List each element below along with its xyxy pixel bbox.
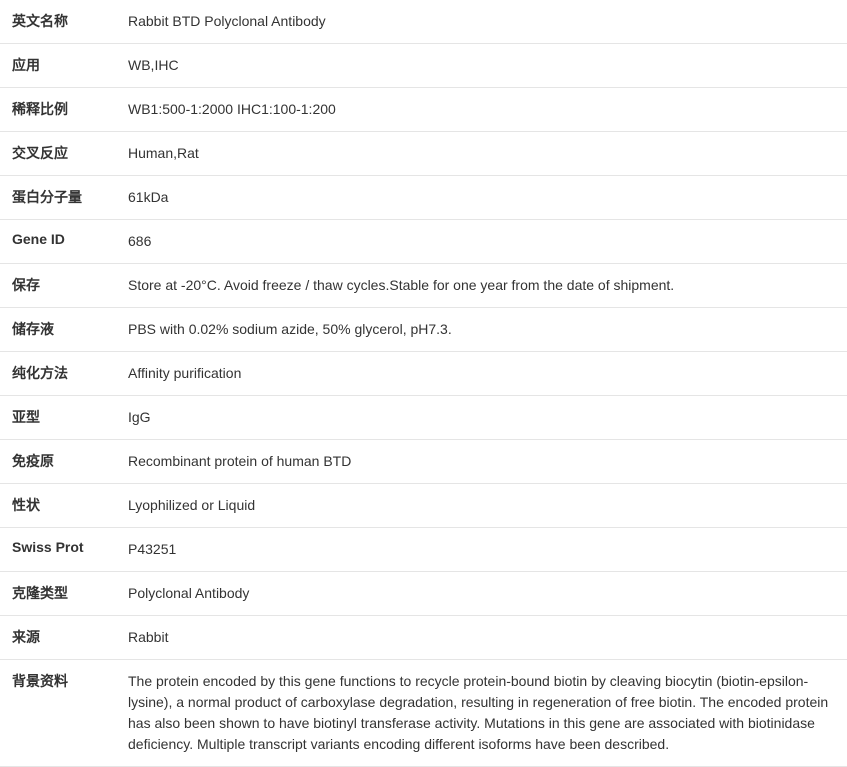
spec-row: 英文名称Rabbit BTD Polyclonal Antibody bbox=[0, 0, 847, 44]
spec-label: 背景资料 bbox=[0, 660, 118, 767]
spec-value: Lyophilized or Liquid bbox=[118, 484, 847, 528]
spec-row: 应用WB,IHC bbox=[0, 44, 847, 88]
spec-row: 储存液PBS with 0.02% sodium azide, 50% glyc… bbox=[0, 308, 847, 352]
spec-value: 686 bbox=[118, 220, 847, 264]
spec-row: 亚型IgG bbox=[0, 396, 847, 440]
spec-row: Gene ID686 bbox=[0, 220, 847, 264]
spec-value: WB,IHC bbox=[118, 44, 847, 88]
spec-label: 克隆类型 bbox=[0, 572, 118, 616]
spec-value: PBS with 0.02% sodium azide, 50% glycero… bbox=[118, 308, 847, 352]
spec-value: P43251 bbox=[118, 528, 847, 572]
spec-value: Rabbit BTD Polyclonal Antibody bbox=[118, 0, 847, 44]
spec-row: 克隆类型Polyclonal Antibody bbox=[0, 572, 847, 616]
spec-value: The protein encoded by this gene functio… bbox=[118, 660, 847, 767]
spec-value: Affinity purification bbox=[118, 352, 847, 396]
spec-row: 免疫原Recombinant protein of human BTD bbox=[0, 440, 847, 484]
spec-row: 性状Lyophilized or Liquid bbox=[0, 484, 847, 528]
spec-row: 来源Rabbit bbox=[0, 616, 847, 660]
spec-row: 背景资料The protein encoded by this gene fun… bbox=[0, 660, 847, 767]
spec-label: 储存液 bbox=[0, 308, 118, 352]
spec-label: 免疫原 bbox=[0, 440, 118, 484]
spec-label: 稀释比例 bbox=[0, 88, 118, 132]
spec-value: WB1:500-1:2000 IHC1:100-1:200 bbox=[118, 88, 847, 132]
spec-value: 61kDa bbox=[118, 176, 847, 220]
spec-value: Human,Rat bbox=[118, 132, 847, 176]
spec-label: 亚型 bbox=[0, 396, 118, 440]
spec-value: Recombinant protein of human BTD bbox=[118, 440, 847, 484]
spec-value: Store at -20°C. Avoid freeze / thaw cycl… bbox=[118, 264, 847, 308]
spec-row: 蛋白分子量61kDa bbox=[0, 176, 847, 220]
spec-label: Swiss Prot bbox=[0, 528, 118, 572]
spec-value: IgG bbox=[118, 396, 847, 440]
spec-value: Polyclonal Antibody bbox=[118, 572, 847, 616]
spec-label: 蛋白分子量 bbox=[0, 176, 118, 220]
spec-row: Swiss ProtP43251 bbox=[0, 528, 847, 572]
spec-label: Gene ID bbox=[0, 220, 118, 264]
spec-label: 性状 bbox=[0, 484, 118, 528]
spec-row: 稀释比例WB1:500-1:2000 IHC1:100-1:200 bbox=[0, 88, 847, 132]
spec-row: 保存Store at -20°C. Avoid freeze / thaw cy… bbox=[0, 264, 847, 308]
spec-row: 交叉反应Human,Rat bbox=[0, 132, 847, 176]
spec-table: 英文名称Rabbit BTD Polyclonal Antibody应用WB,I… bbox=[0, 0, 847, 767]
spec-table-body: 英文名称Rabbit BTD Polyclonal Antibody应用WB,I… bbox=[0, 0, 847, 767]
spec-label: 英文名称 bbox=[0, 0, 118, 44]
spec-value: Rabbit bbox=[118, 616, 847, 660]
spec-label: 交叉反应 bbox=[0, 132, 118, 176]
spec-row: 纯化方法Affinity purification bbox=[0, 352, 847, 396]
spec-label: 保存 bbox=[0, 264, 118, 308]
spec-label: 应用 bbox=[0, 44, 118, 88]
spec-label: 来源 bbox=[0, 616, 118, 660]
spec-label: 纯化方法 bbox=[0, 352, 118, 396]
